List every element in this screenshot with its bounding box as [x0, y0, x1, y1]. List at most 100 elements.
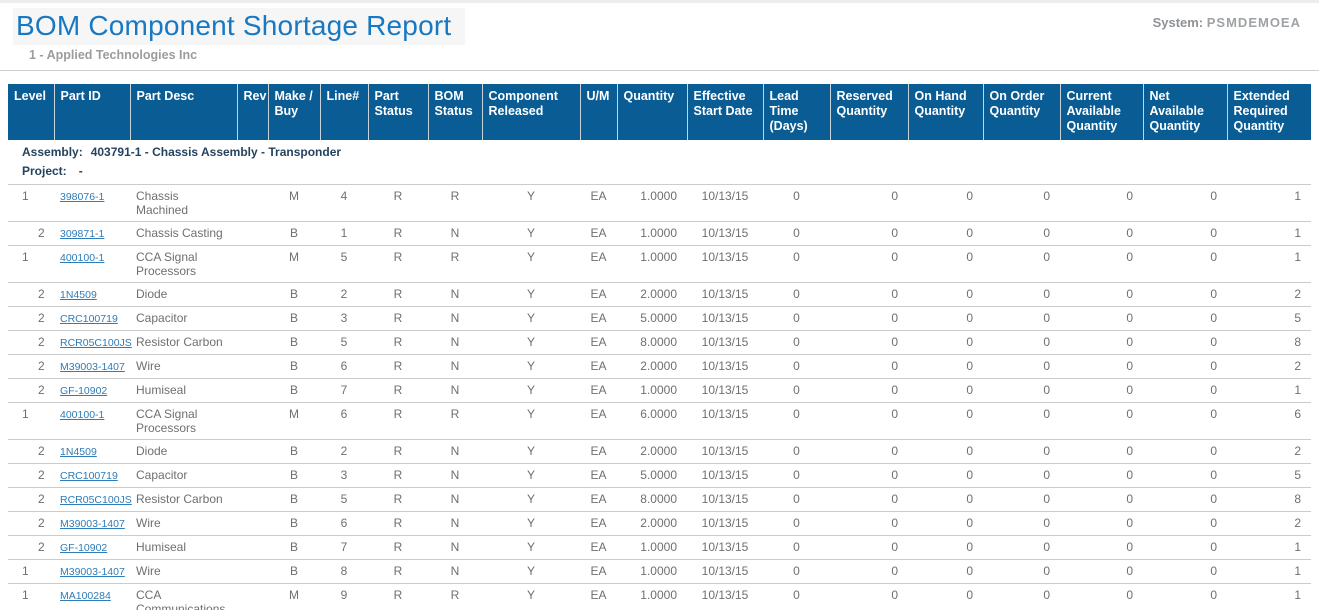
table-row: 2 GF-10902 Humiseal B 7 R N Y EA 1.0000 10/13/15 0 0… [8, 378, 1311, 403]
cell-component-released: Y [482, 511, 580, 536]
cell-reserved-quantity: 0 [830, 245, 908, 283]
part-id-link[interactable]: MA100284 [60, 590, 111, 602]
cell-reserved-quantity: 0 [830, 583, 908, 610]
cell-on-hand-quantity: 0 [908, 463, 983, 488]
cell-extended-required-quantity: 5 [1227, 306, 1311, 331]
cell-make-buy: B [268, 439, 320, 464]
cell-rev [237, 583, 268, 610]
cell-line-number: 3 [320, 306, 368, 331]
table-row: 1 M39003-1407 Wire B 8 R N Y EA 1.0000 10/13/15 0 0 0… [8, 559, 1311, 584]
cell-bom-status: R [428, 402, 482, 440]
cell-effective-start-date: 10/13/15 [687, 487, 763, 512]
cell-reserved-quantity: 0 [830, 282, 908, 307]
cell-part-id: M39003-1407 [54, 559, 130, 584]
part-id-link[interactable]: 398076-1 [60, 191, 105, 203]
cell-quantity: 1.0000 [617, 559, 687, 584]
part-id-link[interactable]: RCR05C100JS [60, 494, 132, 506]
cell-net-available-quantity: 0 [1143, 511, 1227, 536]
assembly-value: 403791-1 - Chassis Assembly - Transponde… [90, 145, 342, 159]
cell-um: EA [580, 511, 617, 536]
part-id-link[interactable]: M39003-1407 [60, 361, 125, 373]
part-id-link[interactable]: CRC100719 [60, 313, 118, 325]
part-id-link[interactable]: M39003-1407 [60, 566, 125, 578]
column-header-net-available-quantity: Net Available Quantity [1143, 84, 1228, 140]
cell-extended-required-quantity: 1 [1227, 245, 1311, 283]
part-id-link[interactable]: 1N4509 [60, 289, 97, 301]
column-header-on-order-quantity: On Order Quantity [983, 84, 1061, 140]
part-id-link[interactable]: GF-10902 [60, 385, 108, 397]
part-id-link[interactable]: M39003-1407 [60, 518, 125, 530]
cell-rev [237, 439, 268, 464]
cell-component-released: Y [482, 306, 580, 331]
cell-level: 1 [8, 245, 54, 283]
cell-bom-status: N [428, 559, 482, 584]
cell-extended-required-quantity: 1 [1227, 559, 1311, 584]
cell-on-hand-quantity: 0 [908, 583, 983, 610]
cell-bom-status: N [428, 439, 482, 464]
cell-net-available-quantity: 0 [1143, 221, 1227, 246]
column-header-extended-required-quantity: Extended Required Quantity [1227, 84, 1311, 140]
cell-rev [237, 354, 268, 379]
cell-rev [237, 184, 268, 222]
cell-extended-required-quantity: 8 [1227, 487, 1311, 512]
cell-current-available-quantity: 0 [1060, 306, 1143, 331]
cell-bom-status: N [428, 378, 482, 403]
cell-on-order-quantity: 0 [983, 402, 1060, 440]
cell-bom-status: N [428, 282, 482, 307]
cell-quantity: 2.0000 [617, 282, 687, 307]
cell-extended-required-quantity: 6 [1227, 402, 1311, 440]
cell-on-hand-quantity: 0 [908, 282, 983, 307]
cell-make-buy: B [268, 559, 320, 584]
part-id-link[interactable]: GF-10902 [60, 542, 108, 554]
table-row: 1 400100-1 CCA Signal Processors M 5 R R Y EA 1.0… [8, 245, 1311, 283]
cell-part-desc: Resistor Carbon [130, 330, 237, 355]
column-header-component-released: Component Released [482, 84, 581, 140]
cell-level: 2 [8, 306, 54, 331]
column-header-rev: Rev [237, 84, 269, 140]
cell-component-released: Y [482, 463, 580, 488]
part-id-link[interactable]: 1N4509 [60, 446, 97, 458]
cell-net-available-quantity: 0 [1143, 402, 1227, 440]
cell-um: EA [580, 378, 617, 403]
cell-part-id: 398076-1 [54, 184, 130, 222]
part-id-link[interactable]: 309871-1 [60, 228, 105, 240]
part-id-link[interactable]: 400100-1 [60, 409, 105, 421]
cell-effective-start-date: 10/13/15 [687, 583, 763, 610]
cell-component-released: Y [482, 559, 580, 584]
table-row: 2 309871-1 Chassis Casting B 1 R N Y EA 1.0000 10/… [8, 221, 1311, 246]
cell-current-available-quantity: 0 [1060, 511, 1143, 536]
page-top-strip [0, 0, 1319, 3]
cell-um: EA [580, 535, 617, 560]
cell-component-released: Y [482, 535, 580, 560]
cell-part-desc: Capacitor [130, 463, 237, 488]
cell-bom-status: R [428, 184, 482, 222]
cell-component-released: Y [482, 402, 580, 440]
cell-bom-status: R [428, 583, 482, 610]
cell-lead-time: 0 [763, 184, 830, 222]
cell-level: 1 [8, 402, 54, 440]
cell-net-available-quantity: 0 [1143, 184, 1227, 222]
cell-bom-status: N [428, 535, 482, 560]
cell-line-number: 5 [320, 245, 368, 283]
part-id-link[interactable]: RCR05C100JS [60, 337, 132, 349]
table-row: 2 CRC100719 Capacitor B 3 R N Y EA 5.0000 10/13/15… [8, 463, 1311, 488]
cell-rev [237, 282, 268, 307]
cell-on-order-quantity: 0 [983, 221, 1060, 246]
table-row: 1 400100-1 CCA Signal Processors M 6 R R Y EA 6.0… [8, 402, 1311, 440]
cell-part-id: 400100-1 [54, 402, 130, 440]
cell-on-order-quantity: 0 [983, 354, 1060, 379]
cell-rev [237, 487, 268, 512]
cell-lead-time: 0 [763, 245, 830, 283]
cell-current-available-quantity: 0 [1060, 354, 1143, 379]
cell-reserved-quantity: 0 [830, 354, 908, 379]
part-id-link[interactable]: CRC100719 [60, 470, 118, 482]
cell-line-number: 6 [320, 402, 368, 440]
column-header-make-buy: Make / Buy [268, 84, 321, 140]
assembly-row: Assembly: 403791-1 - Chassis Assembly - T… [8, 140, 1311, 162]
cell-level: 1 [8, 184, 54, 222]
cell-on-order-quantity: 0 [983, 330, 1060, 355]
cell-rev [237, 245, 268, 283]
cell-quantity: 1.0000 [617, 583, 687, 610]
part-id-link[interactable]: 400100-1 [60, 252, 105, 264]
cell-net-available-quantity: 0 [1143, 282, 1227, 307]
